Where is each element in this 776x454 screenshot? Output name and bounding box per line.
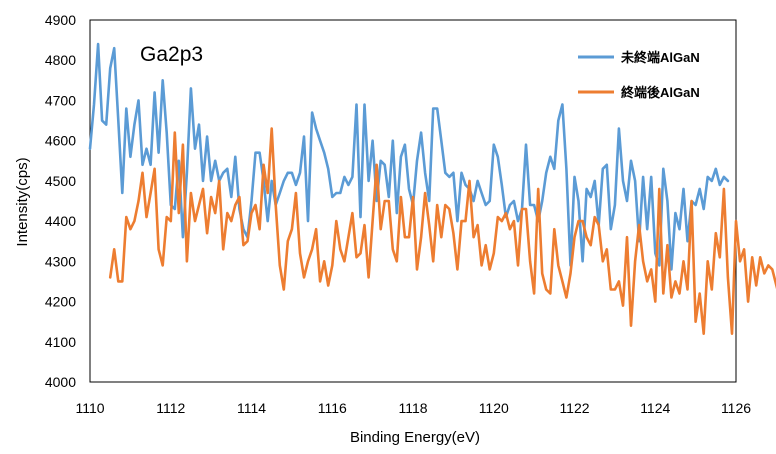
legend-label-series-2: 終端後AlGaN: [621, 85, 700, 100]
y-tick-label: 4100: [45, 334, 76, 350]
legend: 未終端AlGaN 終端後AlGaN: [578, 50, 700, 100]
plot-frame: [89, 19, 737, 383]
y-tick-label: 4900: [45, 12, 76, 28]
x-tick-labels: 1110 1112 1114 1116 1118 1120 1122 1124 1126: [75, 400, 751, 416]
x-tick-label: 1114: [237, 400, 266, 416]
x-tick-label: 1124: [640, 400, 670, 416]
y-tick-label: 4300: [45, 253, 76, 269]
x-tick-label: 1118: [398, 400, 427, 416]
x-tick-label: 1116: [318, 400, 347, 416]
y-tick-label: 4600: [45, 133, 76, 149]
y-tick-label: 4000: [45, 374, 76, 390]
series-line-2: [108, 127, 776, 336]
plot-area: [89, 19, 737, 383]
x-tick-label: 1122: [559, 400, 589, 416]
x-tick-label: 1112: [156, 400, 185, 416]
y-tick-label: 4200: [45, 294, 76, 310]
chart-title: Ga2p3: [140, 43, 203, 66]
x-tick-label: 1110: [75, 400, 104, 416]
y-tick-label: 4800: [45, 52, 76, 68]
x-tick-label: 1126: [721, 400, 751, 416]
series-layer: [88, 42, 776, 336]
x-axis-label: Binding Energy(eV): [350, 429, 480, 446]
y-tick-label: 4500: [45, 173, 76, 189]
y-tick-labels: 4000 4100 4200 4300 4400 4500 4600 4700 4800 4900: [45, 12, 76, 390]
y-tick-label: 4700: [45, 92, 76, 108]
series-line-1: [88, 42, 730, 271]
x-tick-label: 1120: [479, 400, 509, 416]
y-tick-label: 4400: [45, 213, 76, 229]
y-axis-label: Intensity(cps): [14, 157, 31, 246]
legend-label-series-1: 未終端AlGaN: [620, 50, 700, 65]
